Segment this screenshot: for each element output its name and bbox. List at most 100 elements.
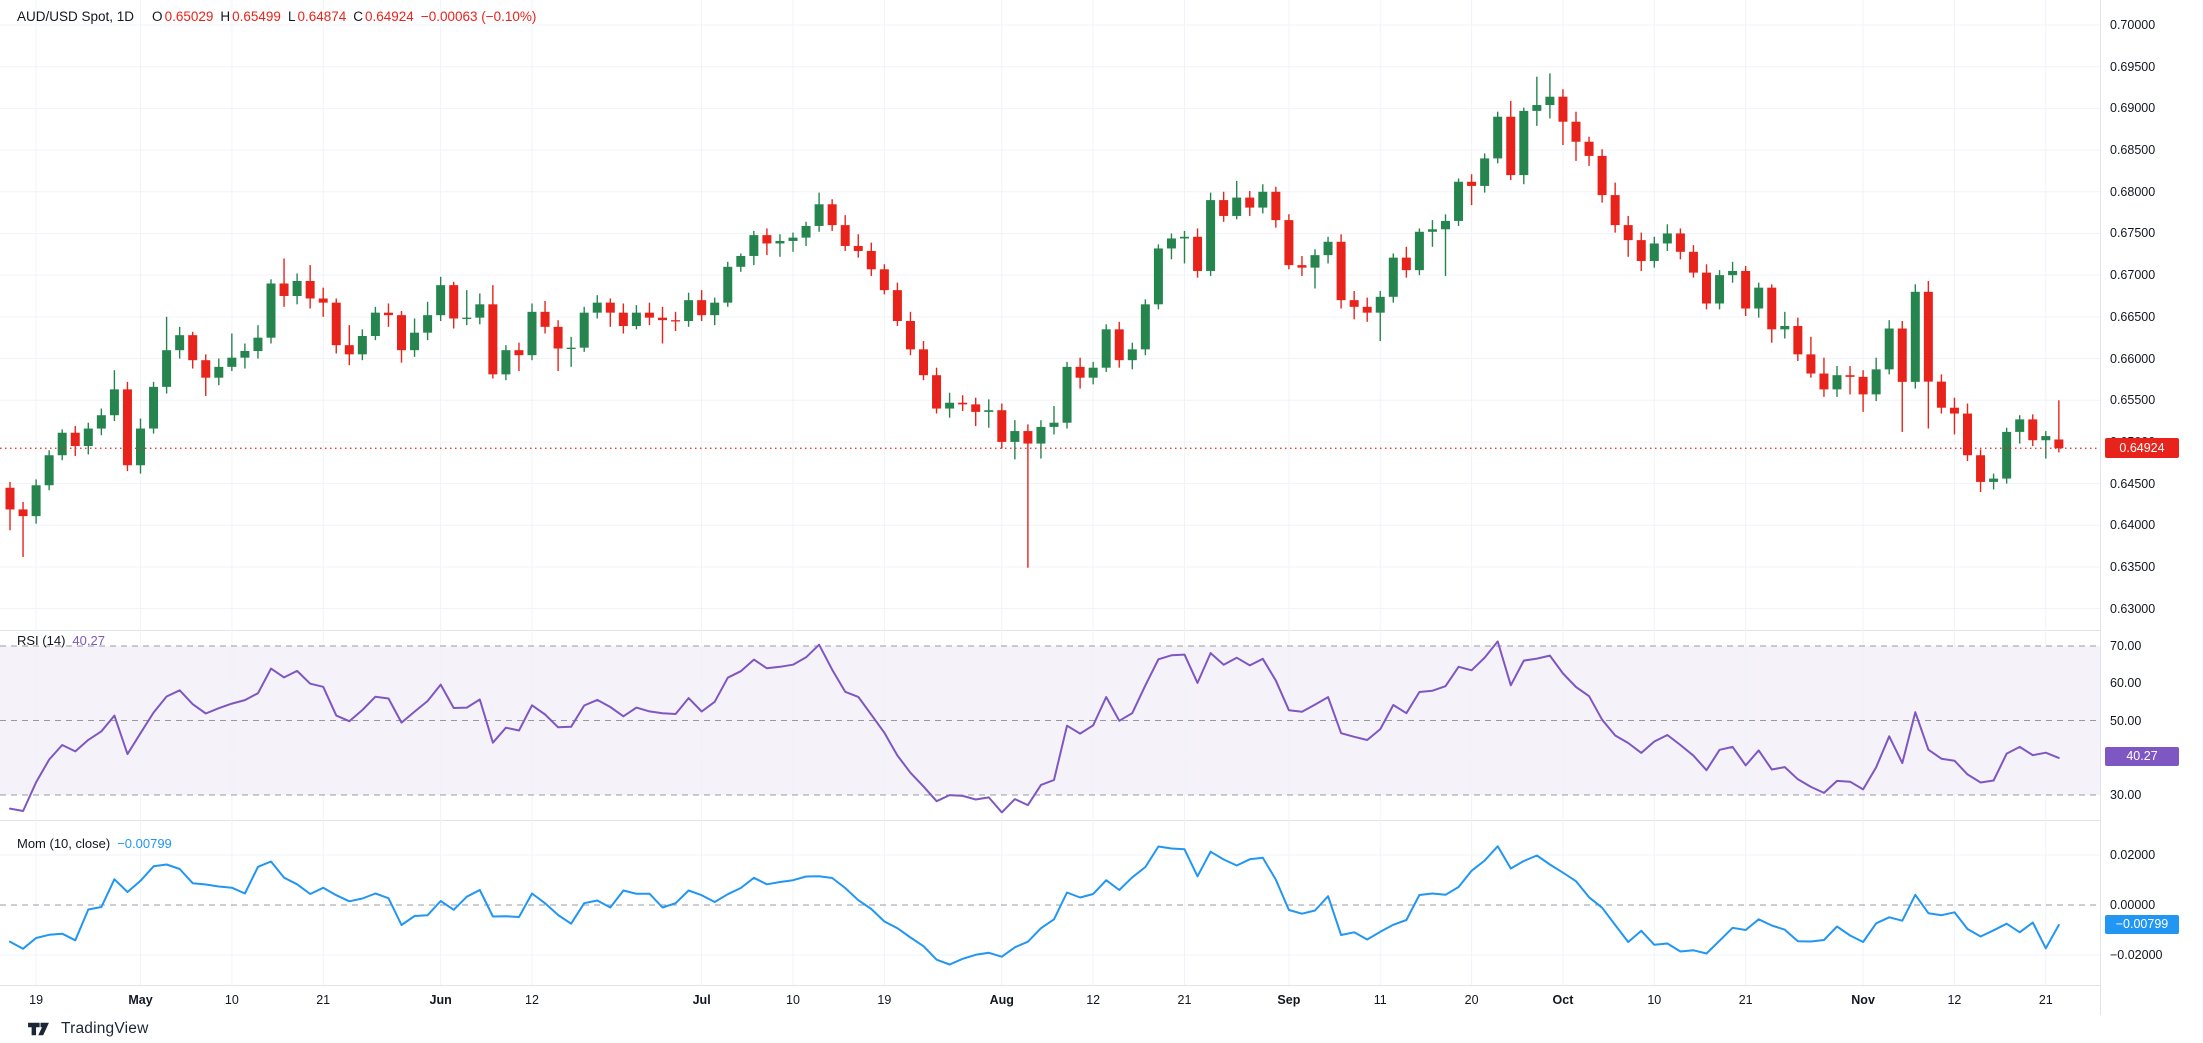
candle-body [1114,329,1124,361]
rsi-axis-label: 50.00 [2110,713,2142,728]
candle-body [736,255,746,267]
candle-body [1127,349,1137,361]
candle-body [1088,367,1098,378]
price-axis-label: 0.67000 [2110,268,2156,283]
candle-body [1806,354,1816,374]
price-axis-label: 0.70000 [2110,18,2156,32]
momentum-label[interactable]: Mom (10, close) [17,836,111,851]
candle-body [1584,141,1594,156]
candle-body [1728,270,1738,276]
candle-body [1153,248,1163,305]
candle-body [1662,233,1672,244]
time-axis-label: 12 [1086,993,1101,1007]
time-axis[interactable]: 19 May 10 21 Jun 12 Jul 10 19 Aug 12 21 Sep 11 20 Oct 10… [0,985,2203,1016]
candle-body [1362,306,1372,313]
candle-body [188,335,198,361]
rsi-pane[interactable] [0,630,2203,820]
price-axis-label: 0.66500 [2110,309,2156,324]
candle-body [57,432,67,456]
candle-body [932,375,942,409]
candle-body [1519,110,1529,176]
tradingview-logo-icon[interactable] [28,1021,53,1037]
candle-body [1976,455,1986,482]
candle-body [201,360,211,378]
momentum-axis-label: −0.02000 [2110,948,2163,962]
rsi-chart[interactable] [0,630,2203,820]
candle-body [1467,181,1477,186]
candle-body [1897,328,1907,382]
candle-body [1441,220,1450,230]
time-axis-label: Sep [1277,993,1301,1007]
momentum-line [9,845,2060,966]
price-pane[interactable] [0,0,2203,630]
candle-body [592,302,602,313]
candle-body [436,285,446,316]
candlestick-chart[interactable] [0,0,2203,630]
price-axis-label: 0.67500 [2110,226,2156,241]
candle-body [919,349,928,376]
candle-body [1819,373,1829,390]
price-axis-label: 0.64000 [2110,518,2156,533]
candle-body [1414,231,1424,271]
candle-body [905,320,915,350]
candle-body [527,311,537,356]
candle-body [1754,287,1764,309]
candle-body [383,312,393,316]
candle-body [1062,366,1072,423]
time-axis-label: 19 [29,993,44,1007]
candle-body [1506,116,1516,176]
price-axis-label: 0.66000 [2110,351,2156,366]
candle-body [1715,275,1725,304]
candle-body [1258,191,1268,208]
candle-body [122,389,132,466]
rsi-axis-label: 70.00 [2110,639,2142,653]
time-axis-label: 12 [525,993,539,1007]
rsi-line [9,640,2060,814]
candle-body [44,455,54,486]
price-scale[interactable]: 0.64924 40.27 −0.00799 0.70000 0.69500 0.6… [2100,0,2203,1015]
candle-body [214,366,224,378]
candle-body [279,283,289,296]
candle-body [762,235,772,244]
candle-body [253,337,263,352]
candle-body [1793,326,1803,355]
candle-body [1871,369,1881,395]
candle-body [1219,200,1229,216]
time-axis-label: 21 [1177,993,1192,1007]
candle-body [1245,197,1255,208]
candle-body [644,312,654,318]
rsi-label[interactable]: RSI (14) [17,633,66,648]
candle-body [423,315,433,333]
time-axis-label: Jun [429,993,452,1007]
candle-body [631,312,641,327]
price-axis-label: 0.64500 [2110,476,2156,491]
candle-body [866,250,876,270]
momentum-chart[interactable] [0,820,2203,985]
candle-body [1780,326,1790,330]
candle-body [462,317,472,319]
candle-body [1193,236,1203,271]
candle-body [958,402,968,405]
pane-separator[interactable] [0,820,2203,821]
rsi-legend: RSI (14) 40.27 [17,633,105,648]
pane-separator[interactable] [0,630,2203,631]
symbol-title[interactable]: AUD/USD Spot, 1D [17,9,135,24]
momentum-value: −0.00799 [117,836,172,851]
time-axis-label: 11 [1373,993,1387,1007]
candle-body [1023,431,1033,444]
momentum-legend: Mom (10, close) −0.00799 [17,836,172,851]
candle-body [1232,197,1242,216]
candle-body [1336,241,1346,301]
low-key: L [287,9,296,24]
candle-body [1558,96,1568,122]
tradingview-brand-name[interactable]: TradingView [61,1020,149,1037]
symbol-legend: AUD/USD Spot, 1D O 0.65029 H 0.65499 L 0.64… [17,9,536,24]
candle-body [997,410,1007,442]
candle-body [1140,304,1150,350]
momentum-pane[interactable] [0,820,2203,985]
candle-body [1649,243,1659,261]
candle-body [2002,431,2012,479]
candle-body [1636,240,1646,261]
price-axis-label: 0.69500 [2110,59,2156,74]
